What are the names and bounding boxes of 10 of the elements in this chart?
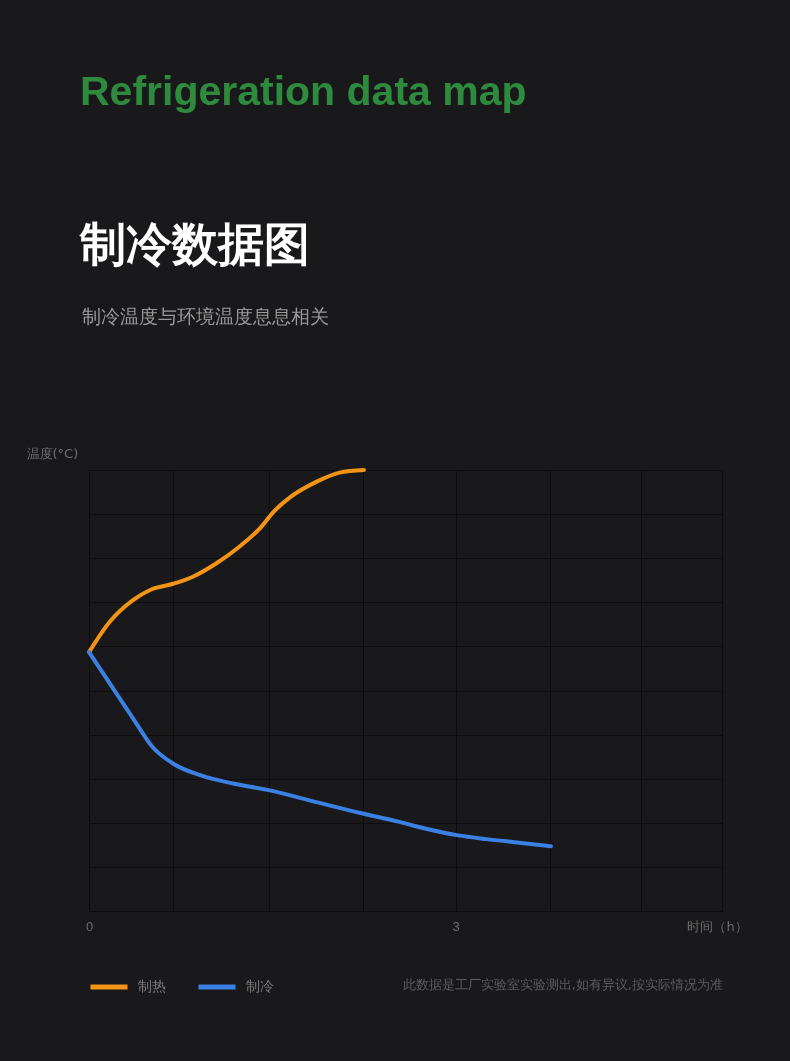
x-tick-label: 0 (85, 918, 94, 934)
legend-label: 制热 (138, 978, 166, 994)
text: 制冷温度与环境温度息息相关 (82, 305, 329, 327)
x-tick-label: 3 (452, 918, 460, 934)
legend-label: 制冷 (246, 978, 274, 994)
chart-title: Refrigeration data map (80, 68, 527, 114)
x-axis-title: 时间（h） (687, 918, 748, 934)
y-axis-title: 温度(°C) (26, 445, 79, 461)
chart-subtitle: 制冷数据图 (79, 217, 310, 271)
text: 此数据是工厂实验室实验测出,如有异议,按实际情况为准 (402, 977, 723, 992)
